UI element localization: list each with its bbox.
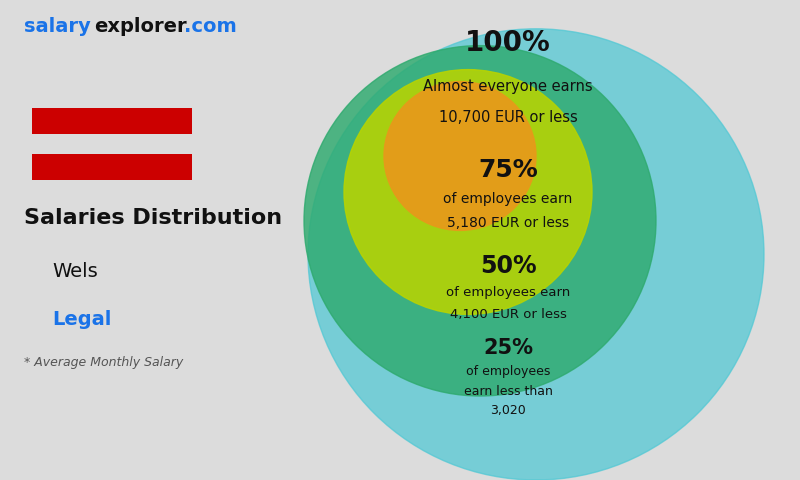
Ellipse shape: [304, 46, 656, 396]
Bar: [32, 108, 192, 134]
Text: Legal: Legal: [52, 310, 111, 329]
Text: salary: salary: [24, 17, 90, 36]
Text: 5,180 EUR or less: 5,180 EUR or less: [447, 216, 569, 230]
Text: Almost everyone earns: Almost everyone earns: [423, 79, 593, 94]
Text: 4,100 EUR or less: 4,100 EUR or less: [450, 308, 566, 321]
Ellipse shape: [308, 29, 764, 480]
Text: 25%: 25%: [483, 338, 533, 358]
Text: Salaries Distribution: Salaries Distribution: [24, 208, 282, 228]
Text: of employees earn: of employees earn: [443, 192, 573, 206]
Text: Wels: Wels: [52, 262, 98, 281]
Text: explorer: explorer: [94, 17, 187, 36]
Ellipse shape: [344, 70, 592, 314]
Bar: [32, 154, 192, 180]
Text: of employees: of employees: [466, 365, 550, 379]
Text: * Average Monthly Salary: * Average Monthly Salary: [24, 356, 183, 369]
Text: earn less than: earn less than: [463, 384, 553, 398]
Text: of employees earn: of employees earn: [446, 286, 570, 300]
Text: .com: .com: [184, 17, 237, 36]
Ellipse shape: [384, 82, 536, 230]
Text: 10,700 EUR or less: 10,700 EUR or less: [438, 110, 578, 125]
Text: 50%: 50%: [480, 254, 536, 278]
Text: 75%: 75%: [478, 158, 538, 182]
Text: 100%: 100%: [465, 29, 551, 57]
Text: 3,020: 3,020: [490, 404, 526, 417]
